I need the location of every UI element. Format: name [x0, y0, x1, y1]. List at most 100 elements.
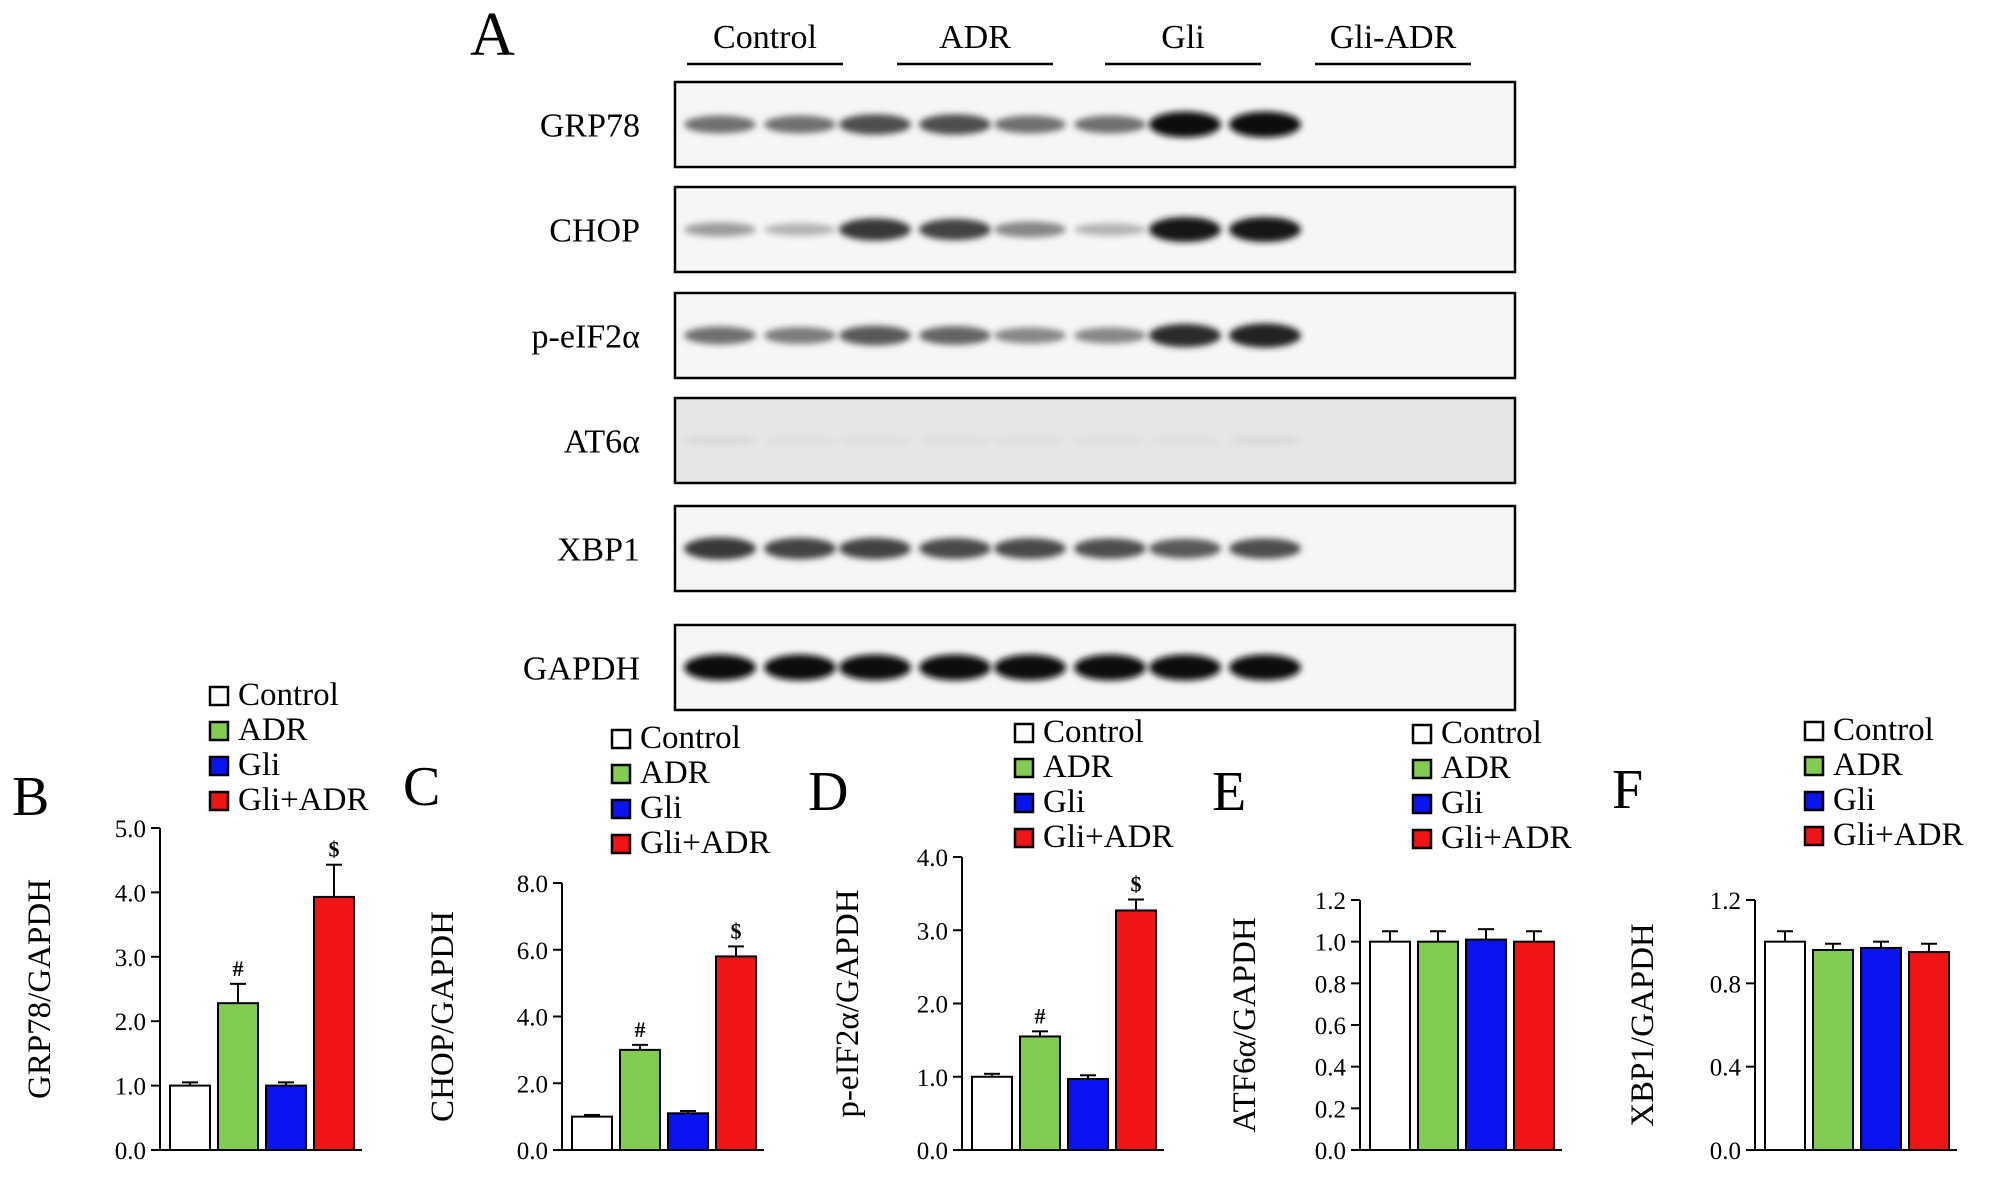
y-tick-label: 0.4 — [1710, 1055, 1742, 1082]
legend-swatch — [1013, 722, 1035, 744]
bar-control — [169, 1084, 211, 1151]
y-tick-label: 1.2 — [1315, 888, 1346, 915]
legend-label: ADR — [1043, 749, 1113, 785]
legend-label: Gli+ADR — [1043, 819, 1173, 855]
panel-a-letter: A — [470, 1, 515, 69]
panel-letter: D — [808, 761, 848, 823]
significance-mark: # — [635, 1017, 646, 1042]
blot-band — [684, 115, 756, 134]
blot-band — [919, 435, 991, 446]
blot-band — [919, 114, 991, 135]
blot-band — [764, 327, 836, 344]
y-tick-label: 2.0 — [517, 1071, 548, 1098]
blot-band — [684, 537, 756, 560]
legend-swatch — [208, 790, 230, 812]
blot-band — [839, 114, 911, 135]
bar-gli-adr — [313, 895, 355, 1152]
bar-gli — [1860, 946, 1902, 1152]
blot-band — [1074, 654, 1146, 681]
bar-adr — [217, 1002, 259, 1152]
bar-adr — [619, 1048, 661, 1151]
blot-band — [1229, 654, 1301, 681]
blot-band — [839, 654, 911, 681]
blot-band — [1149, 538, 1221, 559]
bar-gli — [667, 1112, 709, 1151]
y-axis-label: CHOP/GAPDH — [425, 911, 461, 1122]
bar-gli-adr — [1513, 940, 1555, 1152]
significance-mark: # — [233, 956, 244, 981]
bar-control — [1764, 940, 1806, 1152]
y-tick-label: 4.0 — [115, 880, 146, 907]
legend-label: ADR — [640, 755, 710, 791]
blot-band — [1074, 327, 1146, 344]
y-axis-label: p-eIF2α/GAPDH — [830, 889, 866, 1117]
blot-band — [1229, 435, 1301, 446]
legend-swatch — [1803, 790, 1825, 812]
blot-band — [919, 654, 991, 681]
legend-swatch — [610, 763, 632, 785]
panel-letter: F — [1612, 759, 1643, 821]
significance-mark: $ — [731, 918, 742, 943]
legend-swatch — [1803, 825, 1825, 847]
bar-control — [571, 1115, 613, 1151]
legend-label: Control — [1441, 715, 1542, 751]
legend-label: Gli+ADR — [238, 782, 368, 818]
blot-band — [1149, 216, 1221, 243]
y-tick-label: 0.6 — [1315, 1013, 1346, 1040]
legend-swatch — [208, 755, 230, 777]
significance-mark: # — [1035, 1003, 1046, 1028]
legend-swatch — [610, 798, 632, 820]
legend-swatch — [1411, 758, 1433, 780]
legend-swatch — [1013, 827, 1035, 849]
legend-label: Gli — [1441, 785, 1483, 821]
blot-label: XBP1 — [557, 532, 640, 569]
y-tick-label: 0.0 — [115, 1138, 146, 1165]
blot-band — [919, 538, 991, 559]
blot-label: GRP78 — [540, 108, 640, 145]
legend-swatch — [610, 833, 632, 855]
y-tick-label: 0.8 — [1315, 971, 1346, 998]
panel-letter: B — [12, 766, 49, 828]
y-tick-label: 2.0 — [115, 1009, 146, 1036]
blot-band — [1229, 538, 1301, 559]
y-tick-label: 1.2 — [1710, 888, 1741, 915]
bar-gli — [1067, 1077, 1109, 1152]
bar-gli — [1465, 938, 1507, 1151]
blot-band — [839, 325, 911, 346]
blot-band — [764, 435, 836, 446]
legend-swatch — [1803, 720, 1825, 742]
blot-row-4: XBP1 — [557, 504, 1517, 593]
blot-label: GAPDH — [523, 651, 640, 688]
blot-band — [1074, 538, 1146, 559]
blot-label: CHOP — [549, 213, 640, 250]
panel-letter: C — [403, 756, 440, 818]
y-axis-label: GRP78/GAPDH — [22, 879, 58, 1099]
blot-band — [839, 537, 911, 560]
y-tick-label: 1.0 — [917, 1065, 948, 1092]
legend-label: Control — [1833, 712, 1934, 748]
bar-gli — [265, 1084, 307, 1151]
significance-mark: $ — [329, 837, 340, 862]
blot-band — [1074, 223, 1146, 236]
y-tick-label: 1.0 — [115, 1074, 146, 1101]
blot-label: p-eIF2α — [532, 319, 641, 356]
blot-band — [764, 537, 836, 560]
blot-band — [994, 435, 1066, 446]
legend-label: Gli+ADR — [1833, 817, 1963, 853]
y-tick-label: 1.0 — [1315, 930, 1346, 957]
legend-label: Gli+ADR — [640, 825, 770, 861]
bar-gli-adr — [1115, 909, 1157, 1151]
y-tick-label: 0.8 — [1710, 971, 1741, 998]
legend-label: Gli — [1043, 784, 1085, 820]
legend-swatch — [208, 720, 230, 742]
panel-a: A Control ADR Gli Gli-ADR GRP78 CHOP p-eIF2α AT6… — [470, 1, 1517, 712]
y-tick-label: 0.0 — [517, 1138, 548, 1165]
y-tick-label: 2.0 — [917, 992, 948, 1019]
y-tick-label: 0.4 — [1315, 1055, 1347, 1082]
legend-label: Control — [1043, 714, 1144, 750]
y-tick-label: 0.2 — [1315, 1096, 1346, 1123]
y-tick-label: 3.0 — [115, 945, 146, 972]
